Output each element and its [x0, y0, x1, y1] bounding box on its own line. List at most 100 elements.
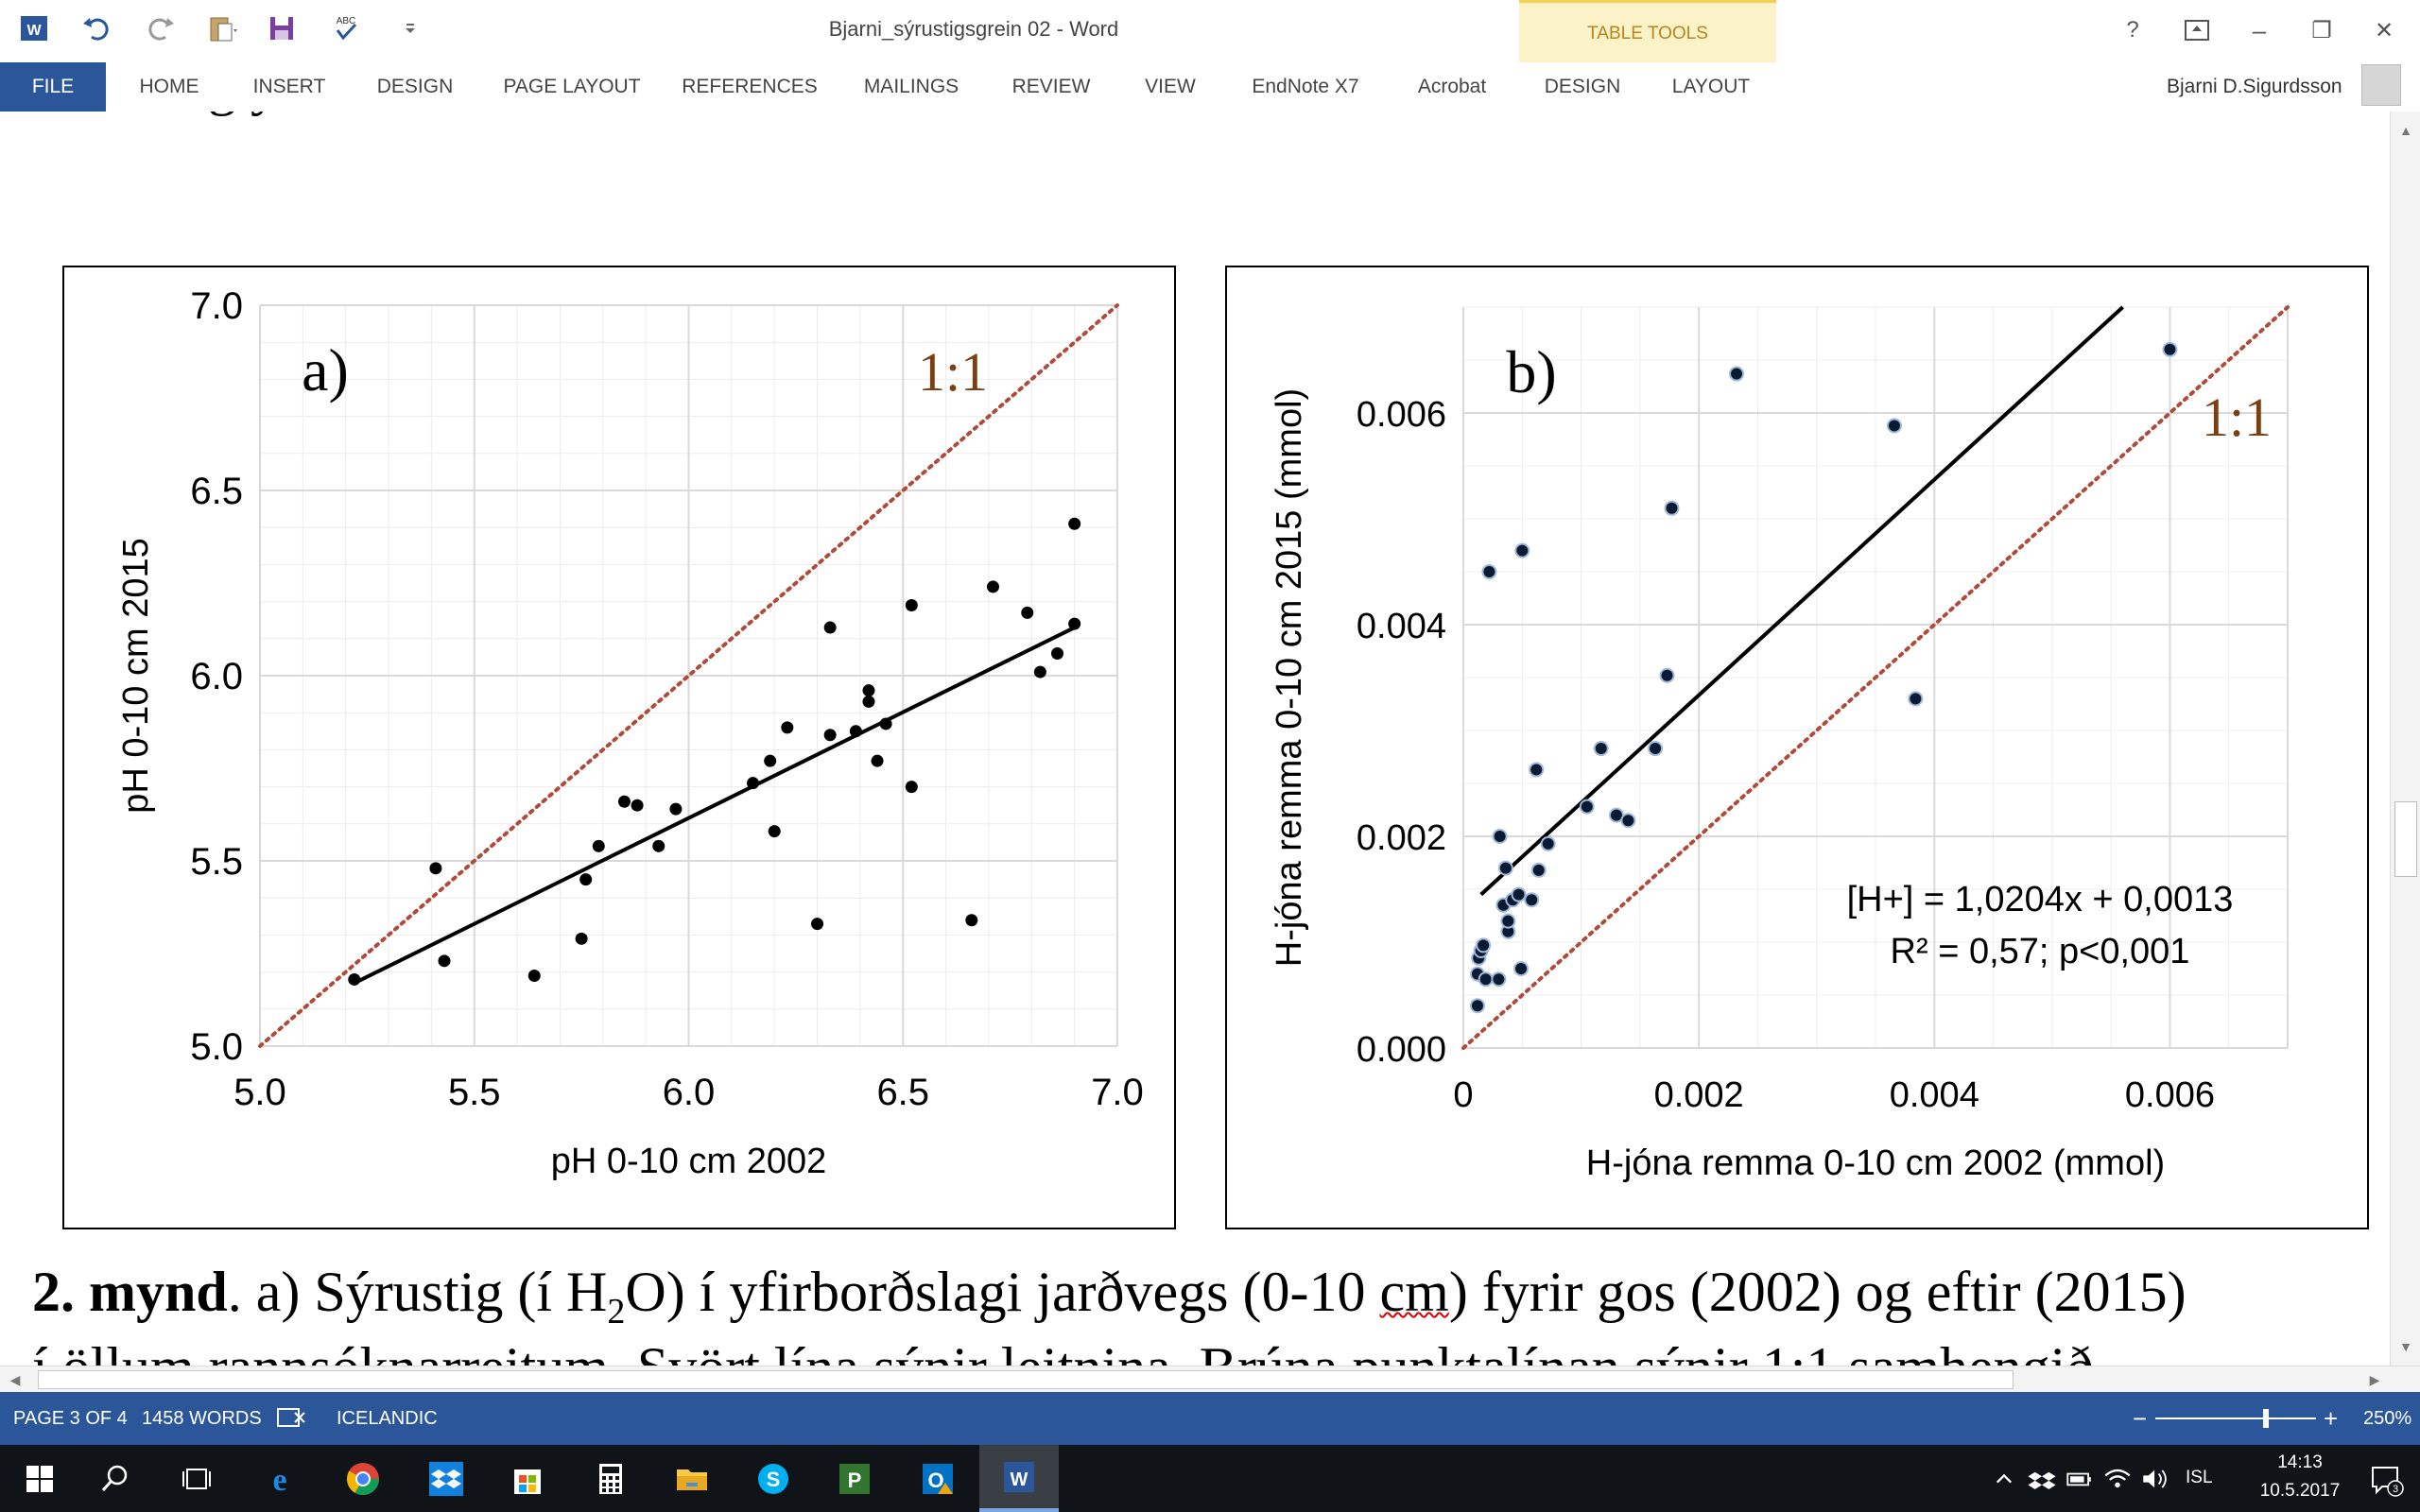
svg-text:W: W — [26, 23, 42, 39]
ribbon-display-options-icon[interactable] — [2178, 11, 2216, 49]
file-explorer-icon[interactable] — [652, 1445, 732, 1512]
tab-references[interactable]: REFERENCES — [682, 76, 818, 97]
scroll-up-icon[interactable]: ▲ — [2399, 123, 2412, 138]
data-point — [1593, 741, 1609, 757]
paste-icon[interactable] — [202, 9, 240, 47]
customize-qat-icon[interactable] — [391, 9, 429, 47]
task-view-icon[interactable] — [157, 1445, 236, 1512]
data-point — [781, 721, 794, 734]
show-hidden-icons-icon[interactable] — [1985, 1445, 2023, 1512]
regression-stats: R² = 0,57; p<0,001 — [1891, 932, 2190, 971]
zoom-in-button[interactable]: + — [2324, 1404, 2339, 1433]
avatar[interactable] — [2361, 64, 2401, 106]
store-icon[interactable] — [488, 1445, 567, 1512]
tab-acrobat[interactable]: Acrobat — [1417, 76, 1487, 97]
data-point — [1886, 418, 1902, 434]
horizontal-scrollbar[interactable]: ◀ ▶ — [0, 1366, 2420, 1392]
document-canvas[interactable]: g y 5.0 5.5 6.0 6.5 7.0 5.0 5.5 6.0 6.5 7.0 a) 1:1 p… — [0, 112, 2390, 1366]
chart-b-frame[interactable]: 0 0.002 0.004 0.006 0.000 0.002 0.004 0.006 b) 1:… — [1225, 266, 2369, 1229]
data-point — [1492, 829, 1508, 844]
language-status[interactable]: ICELANDIC — [337, 1408, 438, 1429]
status-bar: PAGE 3 OF 4 1458 WORDS ICELANDIC − + 250… — [0, 1392, 2420, 1445]
tab-design[interactable]: DESIGN — [376, 76, 454, 97]
zoom-slider-thumb[interactable] — [2263, 1409, 2269, 1428]
outlook-icon[interactable]: O — [898, 1445, 977, 1512]
undo-icon[interactable] — [78, 9, 115, 47]
data-point — [1033, 665, 1046, 679]
word-taskbar-icon[interactable]: W — [979, 1445, 1059, 1512]
y-tick-label: 6.5 — [190, 471, 243, 512]
tab-insert[interactable]: INSERT — [252, 76, 326, 97]
previous-page-text: g y — [208, 112, 279, 118]
vertical-scroll-thumb[interactable] — [2394, 801, 2417, 877]
tab-home[interactable]: HOME — [139, 76, 199, 97]
svg-text:W: W — [1011, 1469, 1028, 1490]
redo-icon[interactable] — [142, 9, 180, 47]
x-tick-label: 5.5 — [448, 1072, 501, 1113]
calculator-icon[interactable] — [571, 1445, 650, 1512]
tab-file[interactable]: FILE — [0, 62, 106, 112]
skype-icon[interactable]: S — [734, 1445, 813, 1512]
tab-view[interactable]: VIEW — [1145, 76, 1196, 97]
tab-page-layout[interactable]: PAGE LAYOUT — [503, 76, 641, 97]
tab-table-design[interactable]: DESIGN — [1544, 76, 1621, 97]
panel-label: b) — [1506, 338, 1556, 405]
data-point — [1908, 691, 1924, 707]
scroll-down-icon[interactable]: ▼ — [2399, 1339, 2412, 1354]
scroll-left-icon[interactable]: ◀ — [9, 1372, 21, 1387]
horizontal-scroll-thumb[interactable] — [38, 1370, 2014, 1389]
caption-text-b: O) í yfirborðslagi jarðvegs (0-10 — [625, 1261, 1380, 1323]
save-icon[interactable] — [263, 9, 301, 47]
battery-icon[interactable] — [2061, 1445, 2099, 1512]
help-button[interactable]: ? — [2126, 17, 2139, 43]
x-tick-label: 0.004 — [1890, 1075, 1979, 1115]
user-account[interactable]: Bjarni D.Sigurdsson — [2167, 76, 2342, 97]
search-icon[interactable] — [76, 1445, 155, 1512]
proofing-icon[interactable] — [276, 1392, 306, 1445]
dropbox-icon[interactable] — [406, 1445, 486, 1512]
dropbox-tray-icon[interactable] — [2023, 1445, 2061, 1512]
x-tick-label: 0.002 — [1654, 1075, 1744, 1115]
volume-icon[interactable] — [2136, 1445, 2174, 1512]
chrome-icon[interactable] — [323, 1445, 403, 1512]
y-tick-label: 0.006 — [1357, 395, 1446, 435]
zoom-slider[interactable] — [2155, 1418, 2316, 1419]
y-tick-label: 5.5 — [190, 841, 243, 883]
minimize-button[interactable]: – — [2252, 15, 2267, 44]
scroll-right-icon[interactable]: ▶ — [2369, 1372, 2380, 1387]
data-point — [1514, 542, 1530, 558]
input-language[interactable]: ISL — [2186, 1468, 2213, 1487]
action-center-icon[interactable]: 3 — [2358, 1445, 2414, 1512]
restore-button[interactable]: ❐ — [2311, 17, 2332, 43]
data-point — [1530, 862, 1547, 878]
edge-browser-icon[interactable]: e — [240, 1445, 320, 1512]
document-title: Bjarni_sýrustigsgrein 02 - Word — [828, 17, 1119, 41]
tab-endnote[interactable]: EndNote X7 — [1252, 76, 1359, 97]
data-point — [669, 802, 683, 816]
vertical-scrollbar[interactable]: ▲ ▼ — [2390, 112, 2420, 1366]
data-point — [871, 754, 884, 767]
zoom-out-button[interactable]: − — [2133, 1404, 2148, 1433]
spelling-grammar-icon[interactable]: ABC — [327, 9, 365, 47]
wifi-icon[interactable] — [2099, 1445, 2136, 1512]
word-count[interactable]: 1458 WORDS — [142, 1408, 262, 1429]
windows-start-icon[interactable] — [0, 1445, 79, 1512]
page-count[interactable]: PAGE 3 OF 4 — [13, 1408, 128, 1429]
word-app-icon[interactable]: W — [15, 9, 53, 47]
zoom-level[interactable]: 250% — [2363, 1408, 2412, 1429]
taskbar: e S P O W — [0, 1445, 2420, 1512]
close-button[interactable]: ✕ — [2374, 17, 2394, 43]
data-point — [617, 795, 631, 808]
y-axis-label: H-jóna remma 0-10 cm 2015 (mmol) — [1270, 388, 1309, 967]
tab-mailings[interactable]: MAILINGS — [863, 76, 959, 97]
ribbon-tabs: FILE HOME INSERT DESIGN PAGE LAYOUT REFE… — [0, 62, 2420, 112]
clock-date[interactable]: 10.5.2017 — [2259, 1481, 2341, 1501]
data-point — [1540, 835, 1556, 851]
regression-equation: [H+] = 1,0204x + 0,0013 — [1847, 880, 2234, 919]
chart-a-frame[interactable]: 5.0 5.5 6.0 6.5 7.0 5.0 5.5 6.0 6.5 7.0 a) 1:1 pH 0-… — [62, 266, 1176, 1229]
tab-review[interactable]: REVIEW — [1011, 76, 1091, 97]
project-icon[interactable]: P — [815, 1445, 894, 1512]
clock-time[interactable]: 14:13 — [2277, 1452, 2323, 1472]
tab-table-layout[interactable]: LAYOUT — [1671, 76, 1751, 97]
x-tick-label: 0 — [1453, 1075, 1473, 1115]
